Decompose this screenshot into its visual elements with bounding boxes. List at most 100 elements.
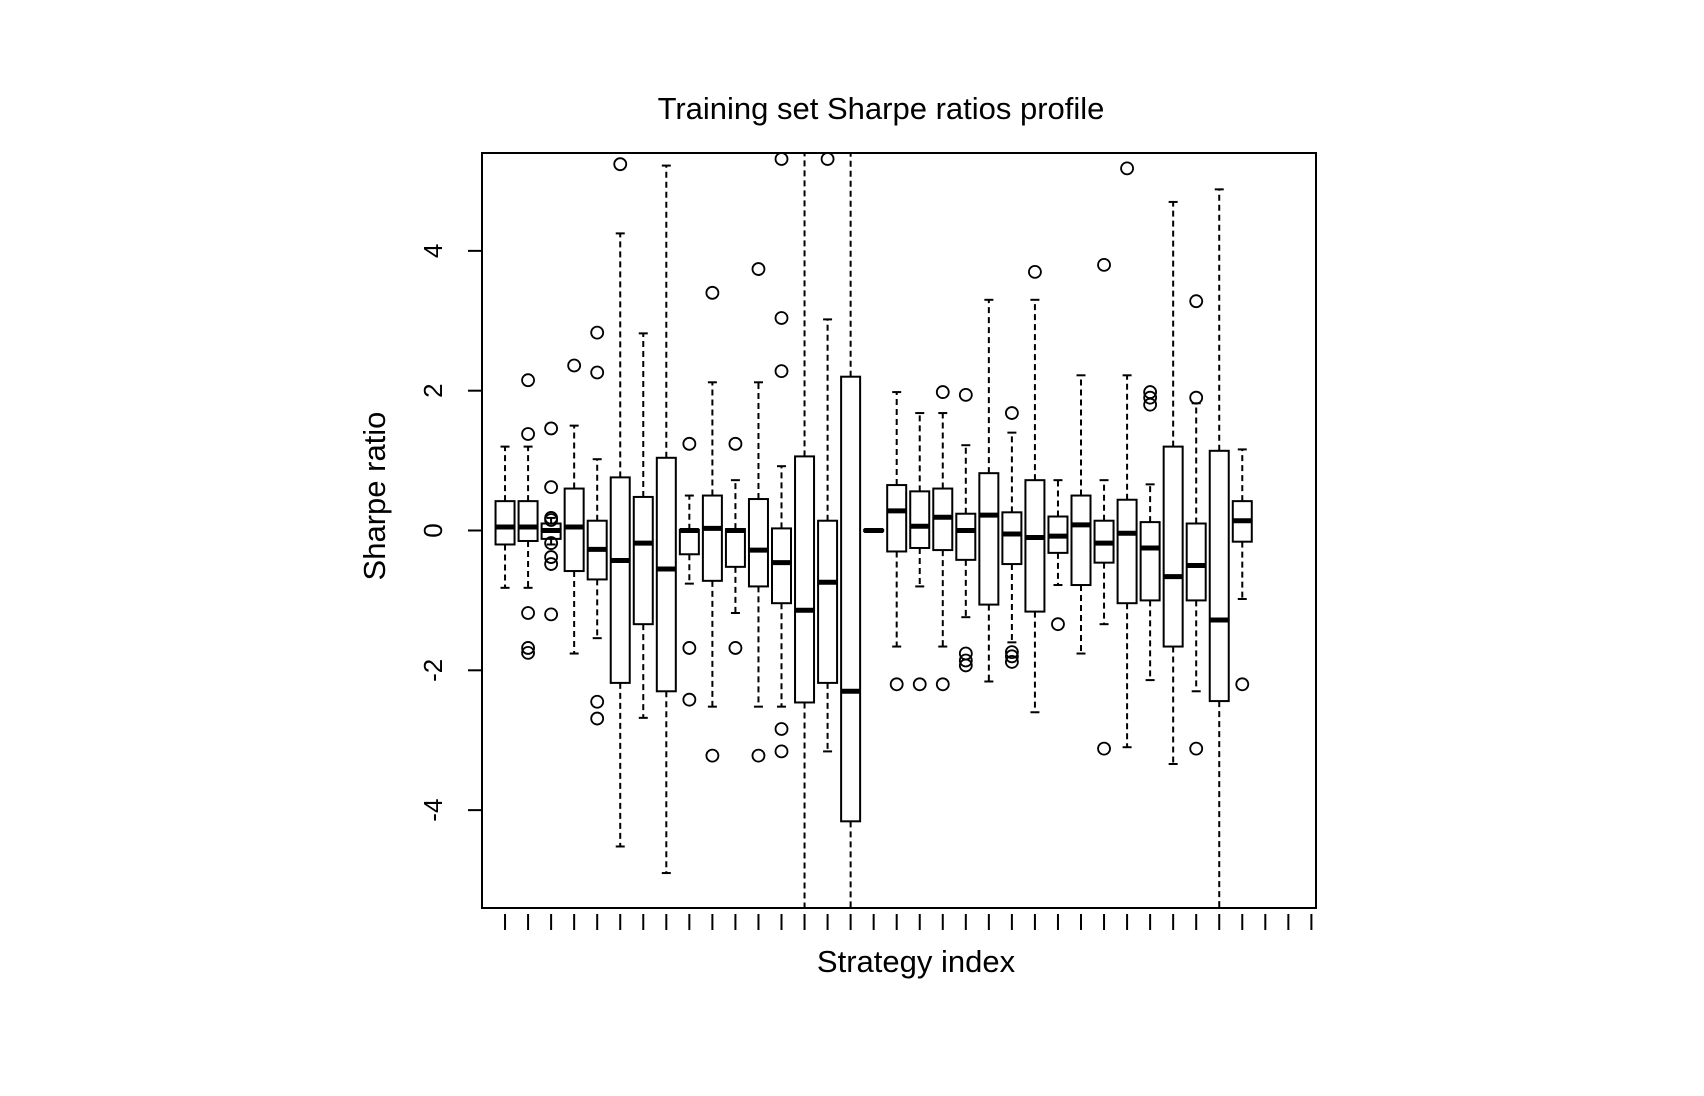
outlier-point (958, 653, 973, 668)
box-rect (655, 456, 677, 693)
y-tick-label: 2 (418, 383, 448, 397)
outlier-point (820, 152, 835, 166)
outlier-point (544, 536, 559, 550)
box-rect (909, 490, 931, 549)
outlier-point (590, 365, 605, 380)
box-17 (863, 528, 885, 533)
outlier-point (774, 152, 789, 166)
box-10 (701, 285, 723, 763)
box-18 (886, 391, 908, 692)
box-1 (494, 445, 516, 589)
outlier-point (1189, 294, 1204, 309)
outlier-point (751, 262, 766, 276)
outlier-point (1097, 741, 1111, 756)
y-tick-label: 4 (418, 244, 448, 258)
outlier-point (1097, 257, 1111, 272)
box-rect (1185, 522, 1207, 602)
box-rect (494, 500, 516, 546)
box-33 (1231, 448, 1253, 692)
boxes-layer (494, 152, 1253, 908)
box-rect (678, 528, 700, 556)
box-25 (1047, 479, 1069, 632)
outlier-point (705, 748, 720, 763)
x-axis-label: Strategy index (817, 944, 1016, 979)
box-rect (747, 498, 769, 588)
outlier-point (567, 358, 582, 373)
outlier-point (1004, 649, 1019, 664)
y-tick-label: 0 (418, 523, 448, 537)
outlier-point (1189, 390, 1204, 405)
box-rect (1162, 445, 1184, 648)
box-28 (1116, 161, 1138, 749)
outlier-point (1235, 677, 1250, 692)
outlier-point (958, 387, 973, 402)
box-30 (1162, 200, 1184, 765)
box-23 (1001, 406, 1023, 669)
box-rect (701, 494, 723, 582)
y-axis-label: Sharpe ratio (357, 412, 392, 581)
box-29 (1139, 385, 1161, 682)
box-rect (1208, 449, 1230, 703)
y-tick-label: -4 (418, 799, 448, 822)
outlier-point (521, 427, 535, 441)
x-axis (504, 914, 1313, 930)
outlier-point (728, 436, 743, 451)
box-2 (517, 373, 539, 660)
outlier-point (521, 606, 535, 620)
y-axis: -4 -2 0 2 4 (418, 244, 482, 822)
outlier-point (935, 385, 950, 399)
outlier-point (912, 677, 927, 692)
box-rect (1116, 498, 1138, 605)
outlier-point (521, 373, 535, 388)
box-21 (955, 387, 977, 673)
outlier-point (774, 311, 789, 325)
outlier-point (1004, 655, 1019, 669)
box-rect (1070, 494, 1092, 587)
outlier-point (751, 748, 766, 763)
outlier-point (774, 744, 789, 759)
outlier-point (889, 677, 904, 692)
outlier-point (544, 557, 559, 571)
box-rect (1024, 479, 1046, 613)
outlier-point (705, 285, 720, 300)
box-32 (1208, 188, 1230, 908)
chart-title: Training set Sharpe ratios profile (658, 91, 1105, 126)
outlier-point (544, 480, 559, 495)
outlier-point (682, 641, 697, 655)
box-12 (747, 262, 769, 763)
box-rect (817, 519, 839, 684)
box-19 (909, 412, 931, 692)
outlier-point (1120, 161, 1134, 176)
box-27 (1093, 257, 1115, 756)
box-rect (840, 375, 862, 823)
outlier-point (774, 364, 789, 379)
outlier-point (544, 421, 559, 436)
box-22 (978, 298, 1000, 683)
outlier-point (1028, 264, 1042, 279)
box-rect (886, 484, 908, 553)
outlier-point (1189, 741, 1204, 756)
outlier-point (1004, 645, 1019, 660)
outlier-point (590, 694, 605, 709)
outlier-point (1051, 617, 1065, 632)
outlier-point (1143, 390, 1158, 405)
box-rect (794, 455, 816, 704)
outlier-point (1004, 406, 1019, 420)
box-rect (563, 487, 585, 573)
box-6 (609, 157, 631, 848)
y-tick-label: -2 (418, 659, 448, 682)
box-31 (1185, 294, 1207, 756)
outlier-point (521, 645, 535, 660)
outlier-point (544, 607, 559, 622)
outlier-point (682, 692, 697, 707)
box-14 (794, 153, 816, 908)
box-24 (1024, 264, 1046, 714)
box-rect (1139, 521, 1161, 602)
box-16 (840, 153, 862, 908)
box-13 (771, 152, 793, 759)
box-7 (632, 332, 654, 719)
box-rect (517, 500, 539, 542)
box-rect (632, 495, 654, 626)
box-rect (955, 512, 977, 561)
